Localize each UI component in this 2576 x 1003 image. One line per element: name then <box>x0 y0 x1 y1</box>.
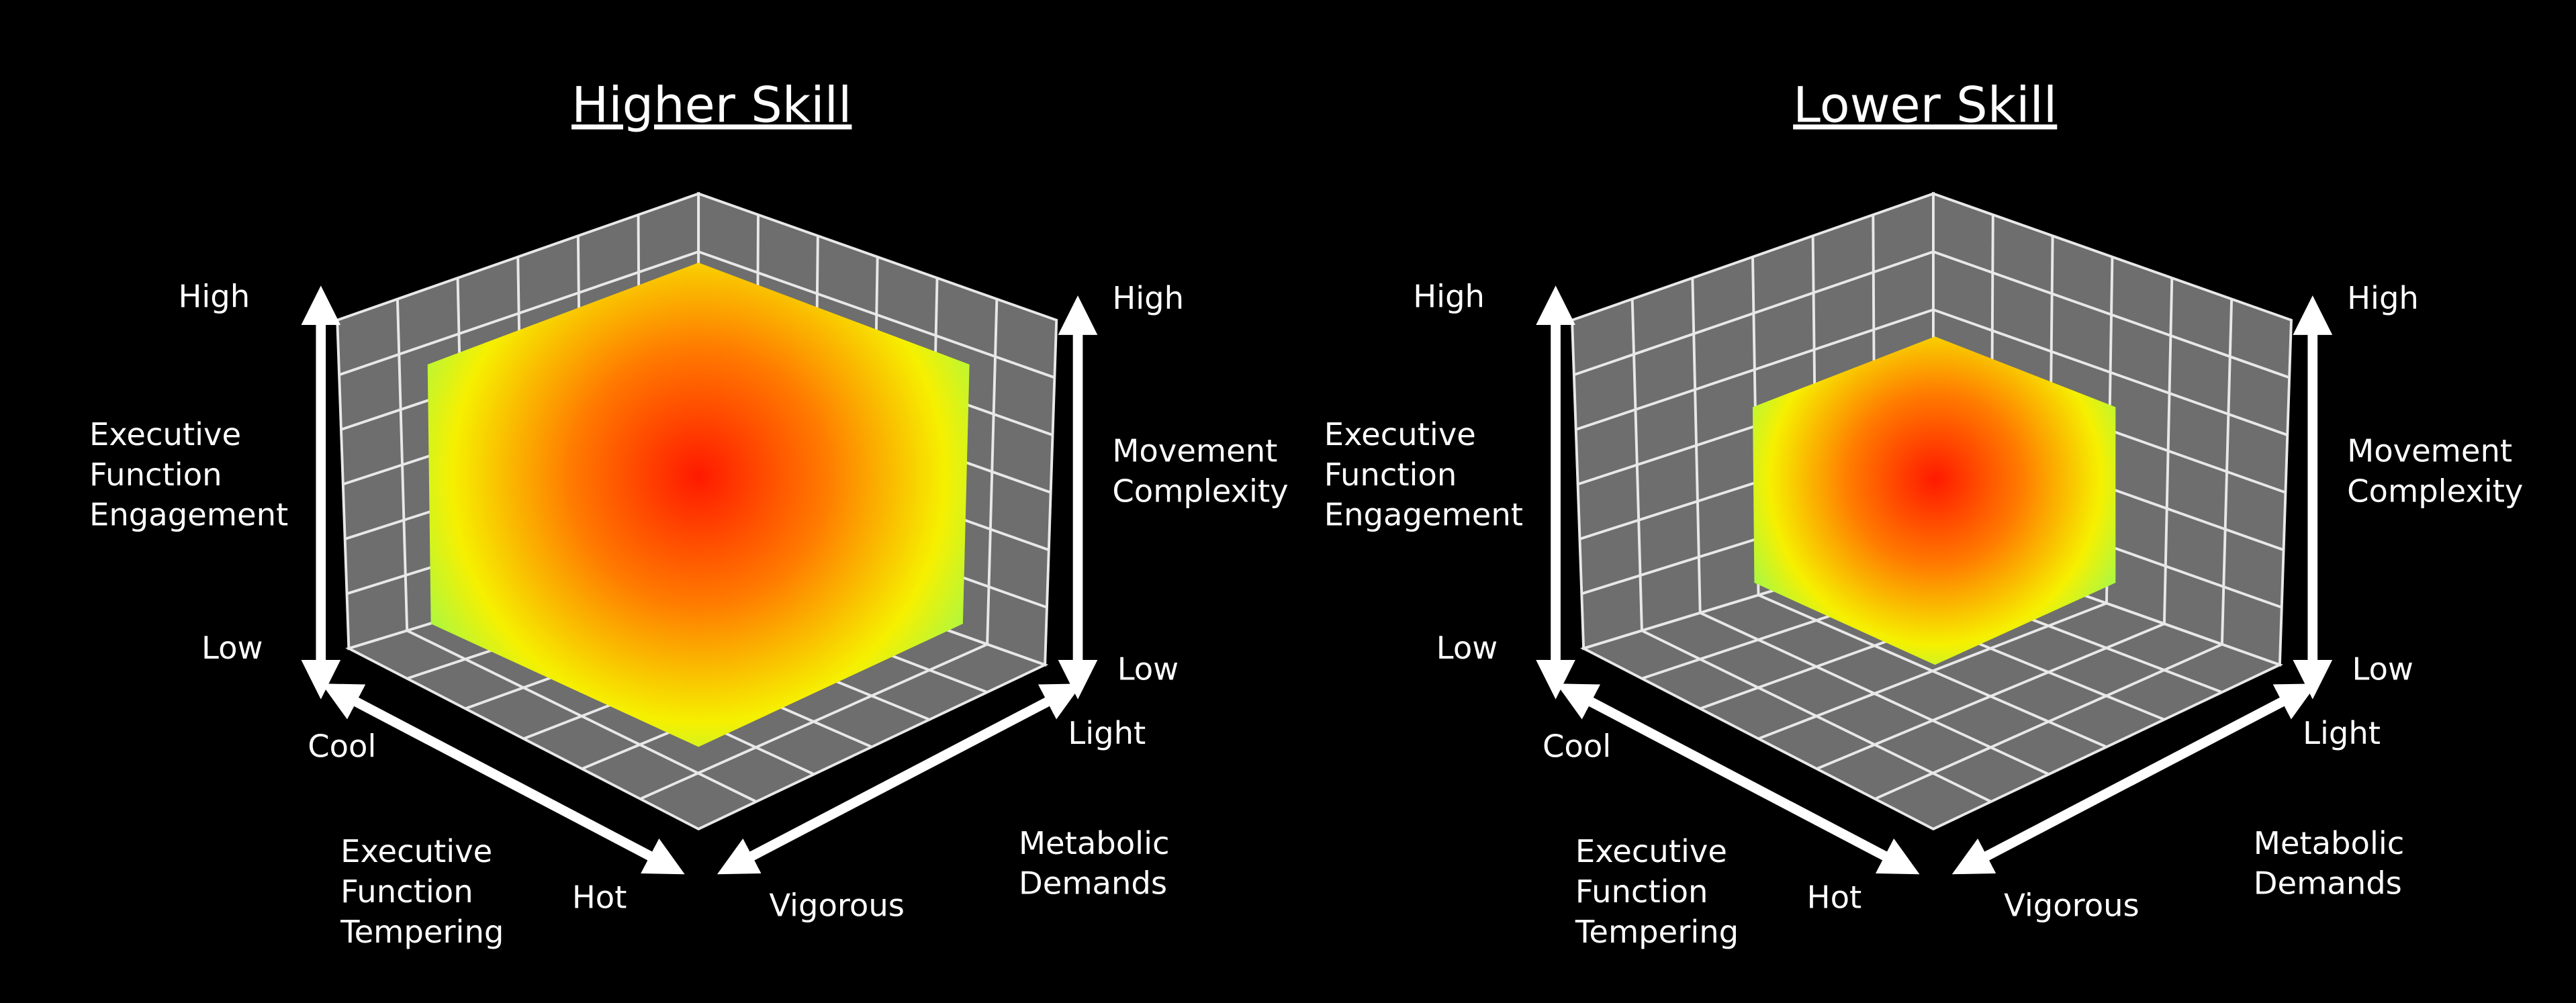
axis-label: Low <box>2352 651 2413 687</box>
axis-label: Function <box>340 873 473 910</box>
axis-label: Hot <box>572 879 627 915</box>
axis-label: Vigorous <box>769 888 905 924</box>
axis-label: Executive <box>1324 416 1476 452</box>
axis-label: Executive <box>340 833 492 869</box>
axis-label: Low <box>201 630 263 666</box>
cube <box>1752 336 2116 665</box>
axis-label: Function <box>89 457 222 493</box>
axis-arrow <box>1556 683 1920 875</box>
axis-label: Vigorous <box>2004 888 2140 924</box>
axis-label: Light <box>1068 715 1146 751</box>
axis-label: Demands <box>1019 865 1167 902</box>
axis-label: High <box>2347 280 2419 316</box>
axis-label: High <box>178 279 250 315</box>
axis-label: Low <box>1117 651 1179 687</box>
axis-label: Cool <box>1543 728 1611 764</box>
axis-label: Cool <box>308 728 376 764</box>
axis-label: Complexity <box>2347 473 2523 509</box>
panel-title: Higher Skill <box>571 77 852 134</box>
axis-arrow <box>1951 683 2317 875</box>
cube <box>427 262 970 747</box>
axis-label: Hot <box>1807 879 1862 915</box>
axis-label: Tempering <box>1575 914 1739 950</box>
axis-label: Light <box>2303 715 2381 751</box>
axis-label: Tempering <box>340 914 504 950</box>
axis-label: Movement <box>1112 432 1277 469</box>
axis-label: Complexity <box>1112 473 1288 509</box>
panel-title: Lower Skill <box>1793 77 2057 134</box>
panel: High Low Executive Function Engagement High Lo… <box>89 191 1289 950</box>
axis-label: High <box>1413 279 1485 315</box>
axis-arrow <box>321 683 685 875</box>
axis-label: Movement <box>2347 432 2512 469</box>
axis-label: Demands <box>2254 865 2402 902</box>
axis-label: High <box>1112 280 1184 316</box>
axis-label: Low <box>1436 630 1498 666</box>
axis-label: Metabolic <box>2254 825 2405 861</box>
axis-label: Executive <box>1575 833 1727 869</box>
axis-label: Function <box>1324 457 1457 493</box>
axis-label: Executive <box>89 416 241 452</box>
axis-label: Function <box>1575 873 1708 910</box>
panel: High Low Executive Function Engagement High Lo… <box>1324 191 2523 950</box>
axis-label: Engagement <box>89 497 288 533</box>
axis-arrow <box>717 683 1083 875</box>
axis-label: Metabolic <box>1019 825 1170 861</box>
axis-label: Engagement <box>1324 497 1523 533</box>
